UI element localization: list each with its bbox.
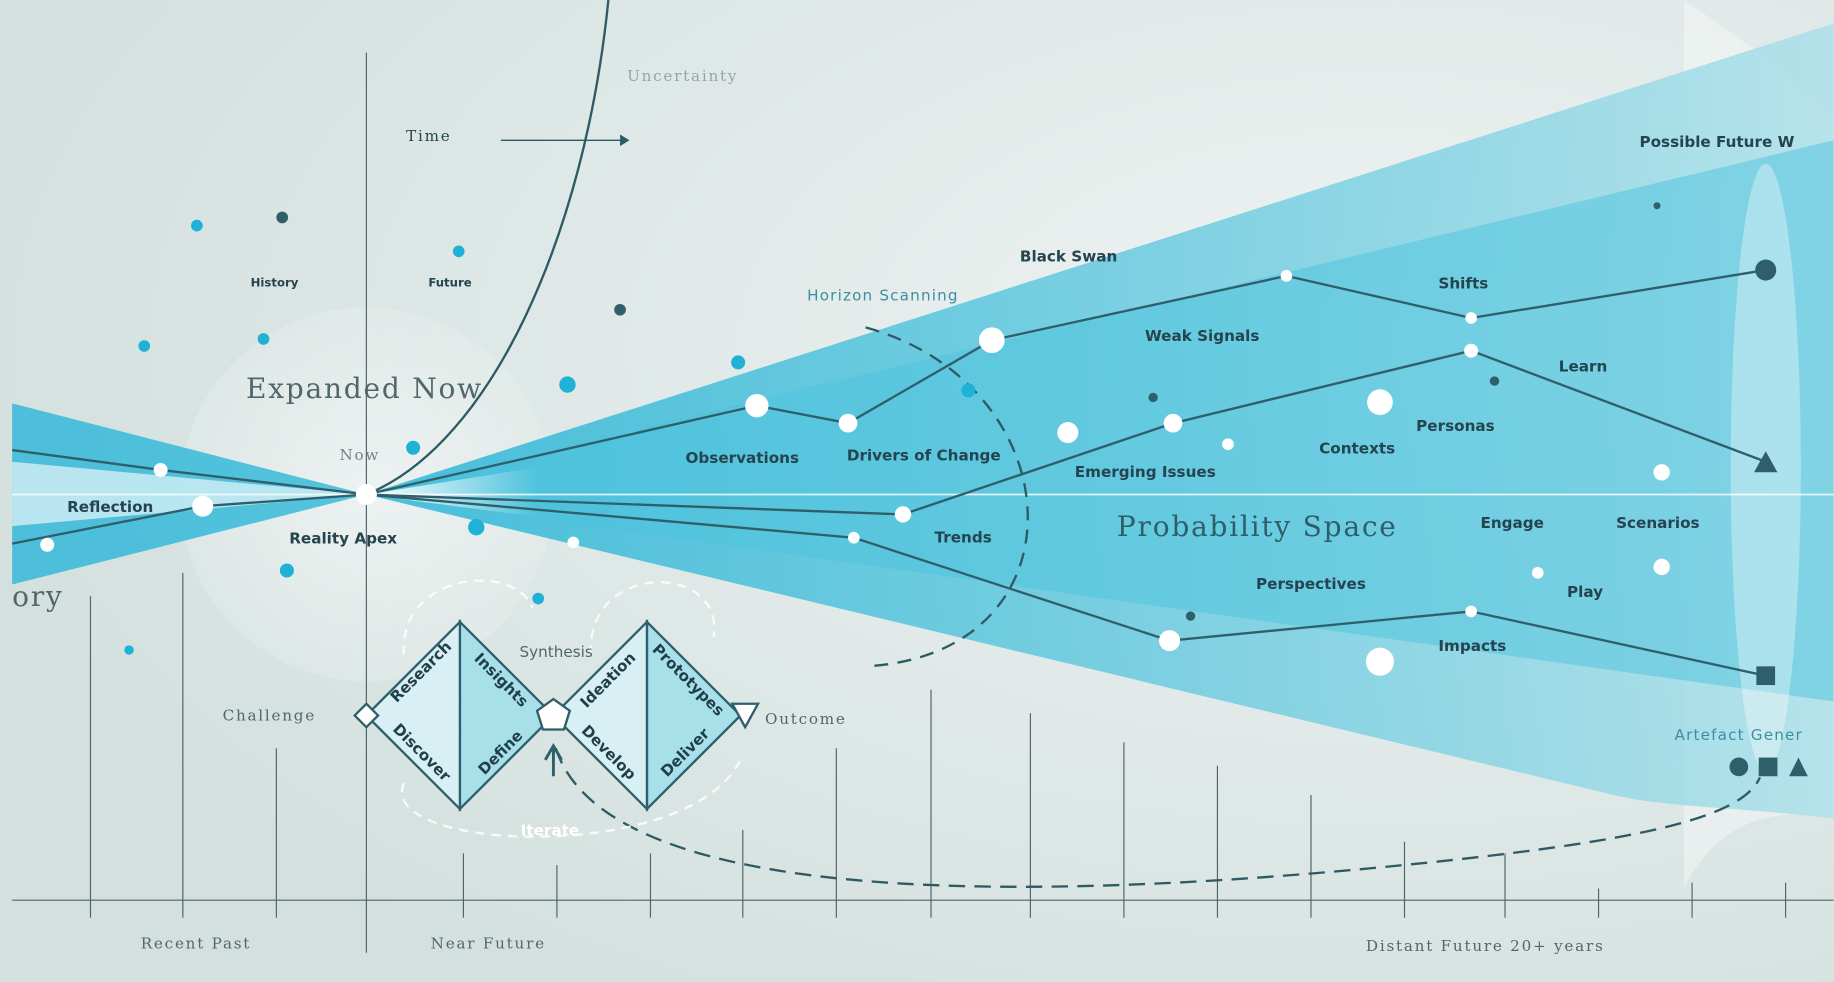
- label: ory: [12, 580, 63, 613]
- label: Now: [339, 446, 380, 464]
- axis-label: Near Future: [431, 935, 546, 953]
- label: Trends: [935, 528, 992, 546]
- label: Drivers of Change: [847, 446, 1001, 464]
- label: History: [251, 275, 299, 289]
- label: Iterate: [521, 822, 580, 840]
- label: Black Swan: [1020, 248, 1117, 266]
- label: Time: [406, 127, 451, 145]
- label: Probability Space: [1117, 510, 1398, 543]
- label: Shifts: [1438, 275, 1488, 293]
- label: Perspectives: [1256, 575, 1366, 593]
- label: Impacts: [1438, 637, 1506, 655]
- label: Possible Future W: [1639, 133, 1794, 151]
- label: Learn: [1559, 358, 1608, 376]
- label: Weak Signals: [1145, 327, 1259, 345]
- label: Horizon Scanning: [807, 286, 959, 304]
- label: Synthesis: [520, 643, 593, 661]
- label: Uncertainty: [627, 67, 738, 85]
- curves: [365, 0, 1761, 888]
- label: Reality Apex: [289, 529, 397, 547]
- label: Challenge: [223, 707, 316, 725]
- label: Observations: [686, 449, 800, 467]
- label: Personas: [1416, 417, 1495, 435]
- design-process: [353, 579, 760, 838]
- axis-label: Recent Past: [141, 935, 251, 953]
- label: Emerging Issues: [1075, 463, 1216, 481]
- nodes: [40, 259, 1808, 777]
- label: Outcome: [765, 710, 847, 728]
- label: Play: [1567, 583, 1603, 601]
- label: Contexts: [1319, 439, 1395, 457]
- axis-label: Distant Future 20+ years: [1366, 937, 1605, 955]
- label: Scenarios: [1616, 514, 1699, 532]
- label: Future: [428, 275, 471, 289]
- label: Reflection: [67, 498, 153, 516]
- vertical-lines: [12, 52, 1834, 953]
- probability-cone: [12, 23, 1834, 819]
- label: Artefact Gener: [1675, 726, 1803, 744]
- scatter-dots: [124, 202, 1661, 655]
- label: Engage: [1480, 514, 1543, 532]
- label: Expanded Now: [246, 372, 483, 405]
